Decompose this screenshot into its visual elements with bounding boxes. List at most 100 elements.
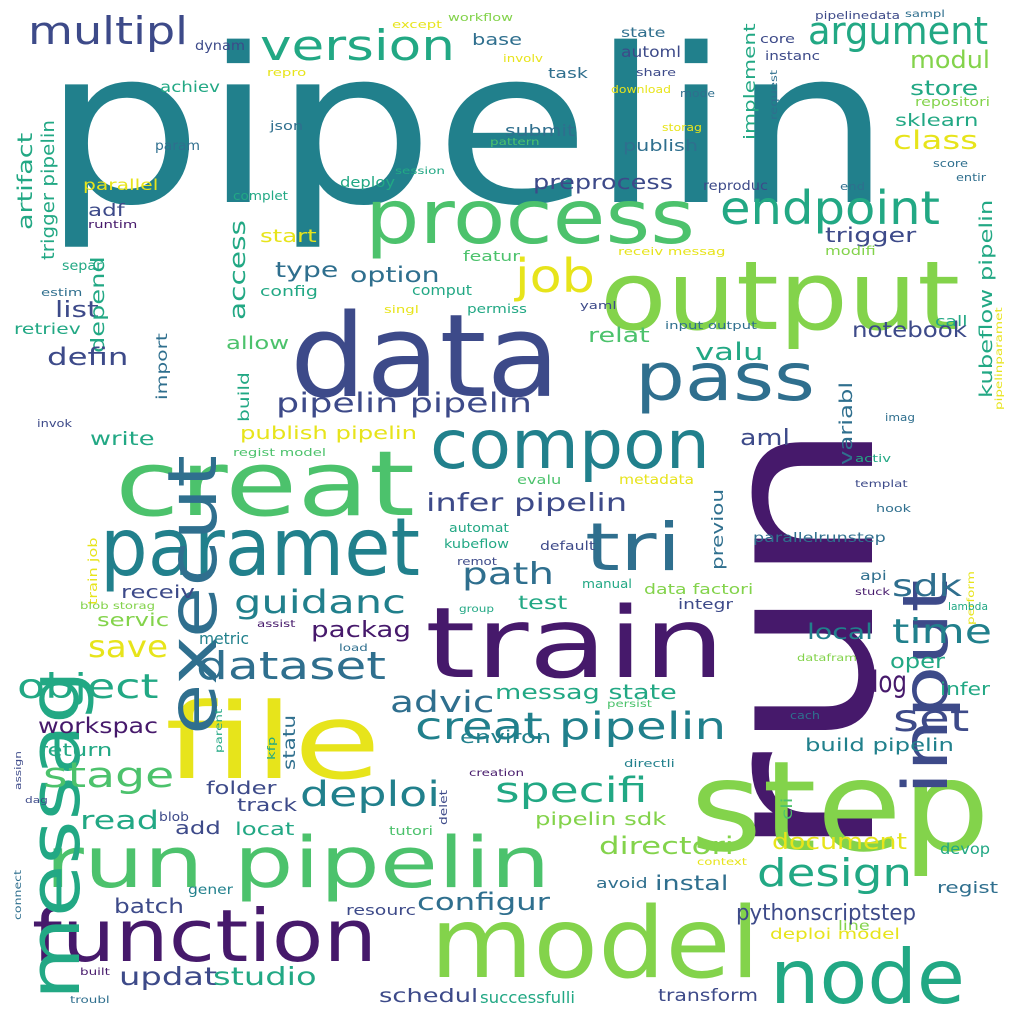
word-depend: depend [87, 256, 109, 353]
word-option: option [350, 263, 440, 287]
word-regist-model: regist model [233, 446, 327, 459]
word-packag: packag [311, 618, 411, 643]
word-defin: defin [47, 343, 129, 371]
word-trigger: trigger [825, 223, 917, 247]
word-deploi-model: deploi model [770, 925, 900, 943]
word-allow: allow [226, 333, 290, 354]
word-import: import [153, 333, 171, 400]
word-build-pipelin: build pipelin [805, 735, 954, 756]
word-blob-storag: blob storag [80, 601, 155, 612]
word-locat: locat [235, 819, 295, 840]
word-persist: persist [607, 699, 652, 710]
word-repositori: repositori [915, 95, 990, 109]
word-statu: statu [280, 715, 300, 770]
word-version: version [260, 21, 455, 70]
word-build: build [235, 372, 253, 422]
word-parallel: parallel [83, 176, 159, 194]
word-context: context [697, 857, 747, 868]
word-transform: transform [658, 986, 758, 1006]
word-task: task [548, 66, 588, 82]
word-load: load [339, 643, 368, 654]
word-guidanc: guidanc [234, 583, 406, 621]
word-default: default [540, 539, 595, 553]
word-argument: argument [808, 9, 988, 53]
word-folder: folder [206, 778, 277, 799]
word-write: write [90, 428, 155, 450]
word-remot: remot [457, 555, 497, 568]
word-modifi: modifi [825, 244, 876, 258]
word-specifi: specifi [495, 771, 648, 811]
word-blob: blob [159, 810, 189, 824]
word-kfp: kfp [265, 736, 278, 760]
word-pipelinparamet: pipelinparamet [994, 307, 1005, 410]
word-connect: connect [13, 870, 24, 920]
word-built: built [80, 967, 110, 978]
word-assist: assist [257, 619, 296, 630]
word-stuck: stuck [855, 587, 890, 598]
word-advic: advic [390, 685, 495, 719]
word-core: core [760, 32, 795, 46]
word-function: function [32, 894, 377, 978]
word-dataset: dataset [196, 644, 386, 688]
word-instal: instal [655, 871, 729, 895]
word-deploy: deploy [340, 175, 395, 191]
word-studio: studio [213, 962, 317, 991]
word-achiev: achiev [160, 78, 220, 96]
word-list: list [55, 298, 99, 323]
word-avoid: avoid [596, 876, 648, 892]
word-configur: configur [417, 888, 551, 916]
word-class: class [893, 126, 978, 156]
word-estim: estim [41, 286, 83, 299]
word-train: train [425, 587, 725, 701]
word-state: state [621, 26, 666, 41]
word-group: group [459, 604, 494, 615]
word-valu: valu [695, 338, 764, 366]
word-aml: aml [740, 426, 790, 451]
word-messag-state: messag state [495, 680, 677, 704]
word-gener: gener [188, 883, 233, 898]
word-object: object [17, 667, 159, 707]
word-test: test [518, 592, 568, 614]
word-end: end [840, 180, 865, 193]
word-runtim: runtim [88, 218, 138, 231]
word-modul: modul [910, 46, 990, 74]
word-pipelin: pipelin [42, 2, 892, 253]
word-sdk: sdk [892, 569, 962, 604]
word-invok: invok [37, 417, 72, 430]
word-time: time [892, 612, 992, 652]
word-yaml: yaml [580, 299, 617, 312]
word-endpoint: endpoint [720, 181, 940, 235]
word-automat: automat [449, 521, 509, 535]
word-input-output: input output [665, 319, 757, 332]
word-troubl: troubl [70, 995, 110, 1006]
word-successfulli: successfulli [480, 988, 575, 1007]
word-pattern: pattern [490, 137, 540, 148]
word-data-factori: data factori [644, 582, 754, 598]
word-add: add [175, 818, 221, 839]
word-assign: assign [14, 751, 24, 790]
word-workspac: workspac [38, 714, 158, 738]
word-artifact: artifact [13, 132, 37, 230]
word-relat: relat [588, 323, 650, 347]
word-integr: integr [678, 597, 733, 613]
word-job: job [515, 249, 595, 303]
word-complet: complet [233, 189, 288, 203]
word-retriev: retriev [14, 320, 81, 338]
word-param: param [155, 139, 200, 154]
word-paramet: paramet [100, 501, 420, 594]
word-hook: hook [876, 502, 911, 515]
word-creat-pipelin: creat pipelin [415, 705, 727, 748]
word-stage: stage [43, 756, 175, 796]
word-parent: parent [214, 708, 225, 753]
word-creat: creat [115, 432, 415, 537]
word-kubeflow: kubeflow [444, 537, 509, 551]
word-local: local [807, 620, 874, 644]
word-tutori: tutori [389, 824, 434, 838]
word-pythonscriptstep: pythonscriptstep [736, 901, 916, 926]
word-previou: previou [708, 488, 727, 570]
word-infer-pipelin: infer pipelin [426, 488, 628, 517]
word-read: read [80, 806, 160, 836]
word-pass: pass [635, 339, 815, 416]
word-json: json [270, 119, 304, 133]
word-datafram: datafram [797, 653, 857, 664]
